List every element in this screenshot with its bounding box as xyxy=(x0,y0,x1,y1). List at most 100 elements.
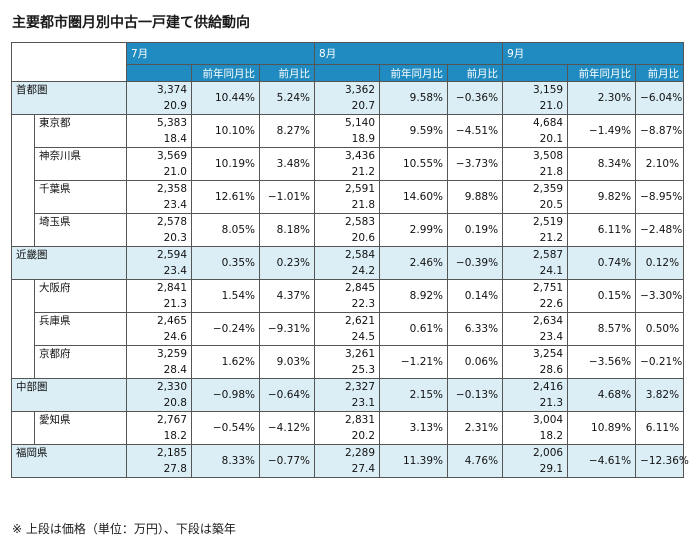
age-cell: 23.1 xyxy=(314,395,381,412)
age-cell: 20.8 xyxy=(126,395,192,412)
subheader-blank xyxy=(126,64,192,82)
age-cell: 29.1 xyxy=(502,461,569,478)
age-cell: 20.9 xyxy=(126,98,192,115)
yoy-cell: 10.55% xyxy=(379,147,449,181)
mom-cell: 4.37% xyxy=(258,279,316,313)
mom-cell: 0.06% xyxy=(447,345,504,379)
mom-cell: 9.88% xyxy=(447,180,504,214)
age-cell: 20.1 xyxy=(502,131,569,148)
yoy-cell: 9.59% xyxy=(379,114,449,148)
price-cell: 2,185 xyxy=(126,444,192,461)
indent-cell xyxy=(11,279,35,379)
age-cell: 23.4 xyxy=(502,329,569,346)
price-cell: 2,751 xyxy=(502,279,569,296)
price-cell: 5,140 xyxy=(314,114,381,131)
table-row-lower: 21.3 22.3 22.6 xyxy=(12,296,684,313)
price-cell: 2,767 xyxy=(126,411,192,428)
yoy-cell: −0.24% xyxy=(191,312,260,346)
age-cell: 23.4 xyxy=(126,197,192,214)
age-cell: 18.4 xyxy=(126,131,192,148)
indent-cell xyxy=(11,114,35,247)
region-name: 首都圏 xyxy=(11,81,127,115)
mom-cell: −8.87% xyxy=(635,114,685,148)
price-cell: 2,289 xyxy=(314,444,381,461)
age-cell: 21.2 xyxy=(502,230,569,247)
yoy-cell: −1.21% xyxy=(379,345,449,379)
table-row-lower: 27.8 27.4 29.1 xyxy=(12,461,684,478)
table-row: 大阪府 2,841 1.54% 4.37% 2,845 8.92% 0.14% 2,751 0.… xyxy=(11,279,685,379)
region-name: 近畿圏 xyxy=(11,246,127,280)
table-row: 兵庫県 2,465 −0.24% −9.31% 2,621 0.61% 6.33% 2,634… xyxy=(12,312,685,346)
yoy-cell: 10.10% xyxy=(191,114,260,148)
age-cell: 21.3 xyxy=(126,296,192,313)
price-cell: 2,359 xyxy=(502,180,569,197)
mom-cell: 8.27% xyxy=(258,114,316,148)
age-cell: 18.2 xyxy=(126,428,192,445)
table-row: 近畿圏 2,594 0.35% 0.23% 2,584 2.46% −0.39% 2,587 0… xyxy=(11,246,685,280)
table-row: 首都圏 3,374 10.44% 5.24% 3,362 9.58% −0.36% 3,159… xyxy=(11,81,685,115)
age-cell: 22.3 xyxy=(314,296,381,313)
mom-cell: 0.23% xyxy=(258,246,316,280)
price-cell: 3,362 xyxy=(314,81,381,98)
price-cell: 2,587 xyxy=(502,246,569,263)
age-cell: 25.3 xyxy=(314,362,381,379)
mom-cell: −12.36% xyxy=(635,444,689,478)
price-cell: 2,006 xyxy=(502,444,569,461)
age-cell: 20.7 xyxy=(314,98,381,115)
yoy-cell: 10.89% xyxy=(567,411,637,445)
yoy-cell: 1.54% xyxy=(191,279,260,313)
price-cell: 2,416 xyxy=(502,378,569,395)
age-cell: 20.5 xyxy=(502,197,569,214)
subheader-yoy: 前年同月比 xyxy=(567,64,637,82)
price-cell: 2,519 xyxy=(502,213,569,230)
yoy-cell: 8.34% xyxy=(567,147,637,181)
mom-cell: 3.48% xyxy=(258,147,316,181)
yoy-cell: −3.56% xyxy=(567,345,637,379)
yoy-cell: 8.57% xyxy=(567,312,637,346)
yoy-cell: 3.13% xyxy=(379,411,449,445)
yoy-cell: 0.35% xyxy=(191,246,260,280)
age-cell: 21.3 xyxy=(502,395,569,412)
prefecture-name: 大阪府 xyxy=(34,279,127,313)
age-cell: 18.9 xyxy=(314,131,381,148)
supply-table: 7月 8月 9月 前年同月比 前月比 前年同月比 前月比 前年同月比 前月比 首… xyxy=(11,42,689,478)
yoy-cell: 2.99% xyxy=(379,213,449,247)
age-cell: 18.2 xyxy=(502,428,569,445)
mom-cell: −4.51% xyxy=(447,114,504,148)
mom-cell: 0.12% xyxy=(635,246,685,280)
mom-cell: −6.04% xyxy=(635,81,685,115)
yoy-cell: 14.60% xyxy=(379,180,449,214)
age-cell: 24.6 xyxy=(126,329,192,346)
yoy-cell: 2.46% xyxy=(379,246,449,280)
mom-cell: 2.10% xyxy=(635,147,685,181)
table-row: 埼玉県 2,578 8.05% 8.18% 2,583 2.99% 0.19% 2,519 6.… xyxy=(12,213,685,247)
mom-cell: 0.14% xyxy=(447,279,504,313)
price-cell: 3,436 xyxy=(314,147,381,164)
mom-cell: 6.11% xyxy=(635,411,685,445)
mom-cell: 9.03% xyxy=(258,345,316,379)
yoy-cell: 12.61% xyxy=(191,180,260,214)
yoy-cell: 0.15% xyxy=(567,279,637,313)
mom-cell: −0.13% xyxy=(447,378,504,412)
price-cell: 3,004 xyxy=(502,411,569,428)
yoy-cell: −0.54% xyxy=(191,411,260,445)
yoy-cell: 1.62% xyxy=(191,345,260,379)
yoy-cell: 10.44% xyxy=(191,81,260,115)
mom-cell: 3.82% xyxy=(635,378,685,412)
subheader-blank xyxy=(502,64,569,82)
corner-cell xyxy=(11,42,127,82)
age-cell: 22.6 xyxy=(502,296,569,313)
table-row-lower: 20.8 23.1 21.3 xyxy=(12,395,684,412)
price-cell: 2,327 xyxy=(314,378,381,395)
month-header-aug: 8月 xyxy=(314,42,504,65)
price-cell: 2,594 xyxy=(126,246,192,263)
age-cell: 21.8 xyxy=(502,164,569,181)
mom-cell: −4.12% xyxy=(258,411,316,445)
yoy-cell: 0.61% xyxy=(379,312,449,346)
price-cell: 3,159 xyxy=(502,81,569,98)
table-row-lower: 23.4 21.8 20.5 xyxy=(12,197,684,214)
yoy-cell: 11.39% xyxy=(379,444,449,478)
prefecture-name: 埼玉県 xyxy=(34,213,127,247)
subheader-mom: 前月比 xyxy=(258,64,316,82)
table-row-lower: 20.9 20.7 21.0 xyxy=(12,98,684,115)
